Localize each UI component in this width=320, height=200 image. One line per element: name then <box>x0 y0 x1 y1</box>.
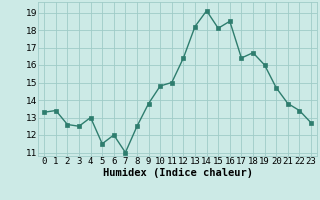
X-axis label: Humidex (Indice chaleur): Humidex (Indice chaleur) <box>103 168 252 178</box>
